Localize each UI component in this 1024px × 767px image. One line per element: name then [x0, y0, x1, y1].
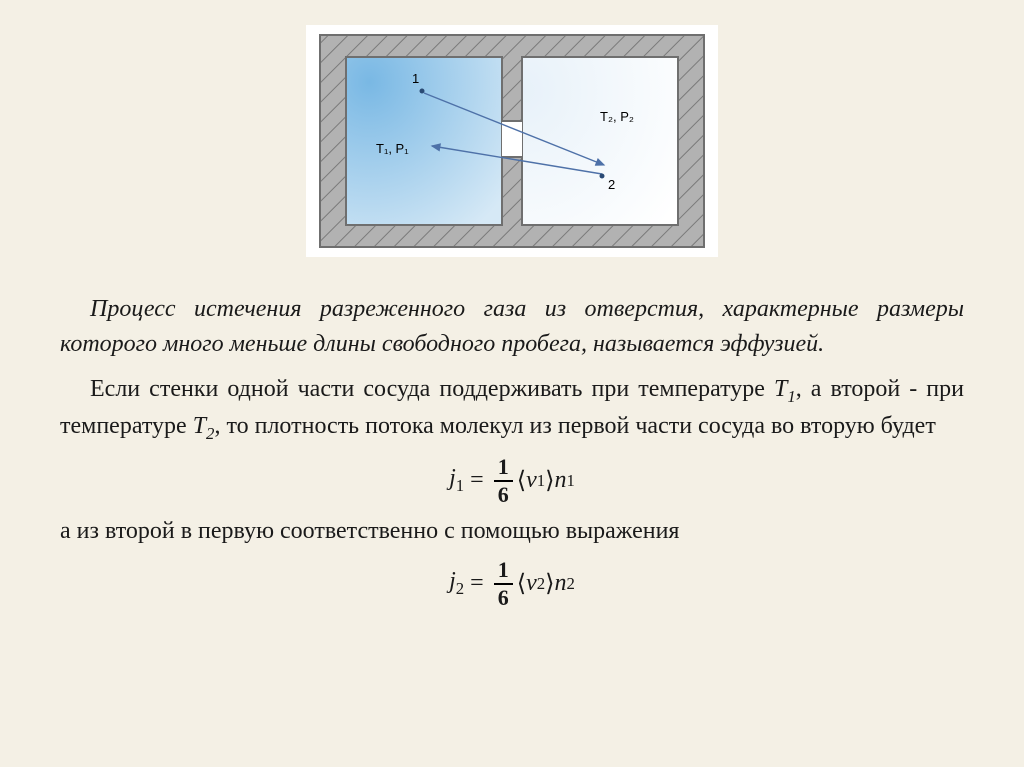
particle-2-label: 2	[608, 177, 615, 192]
particle-2	[600, 174, 605, 179]
reverse-paragraph: а из второй в первую соответственно с по…	[60, 514, 964, 549]
T1-symbol: T1	[774, 376, 796, 402]
left-chamber-label: T₁, P₁	[376, 141, 409, 156]
slide: 1 2 T₁, P₁ T₂, P₂ Процесс истечения разр…	[0, 0, 1024, 767]
right-chamber-label: T₂, P₂	[600, 109, 634, 124]
j1-lhs: j1	[449, 465, 464, 496]
formula-j1: j1 = 1 6 ⟨v1⟩n1	[60, 456, 964, 506]
particle-1	[420, 89, 425, 94]
j1-fraction: 1 6	[494, 456, 513, 506]
particle-1-label: 1	[412, 71, 419, 86]
p2-a: Если стенки одной части сосуда поддержив…	[90, 376, 774, 402]
aperture	[502, 121, 522, 157]
formula-j2: j2 = 1 6 ⟨v2⟩n2	[60, 559, 964, 609]
definition-paragraph: Процесс истечения разреженного газа из о…	[60, 292, 964, 362]
j2-fraction: 1 6	[494, 559, 513, 609]
setup-paragraph: Если стенки одной части сосуда поддержив…	[60, 372, 964, 446]
def-term: эффузией.	[720, 331, 824, 357]
T2-symbol: T2	[193, 413, 215, 439]
j2-lhs: j2	[449, 568, 464, 599]
figure-container: 1 2 T₁, P₁ T₂, P₂	[60, 25, 964, 262]
effusion-diagram: 1 2 T₁, P₁ T₂, P₂	[306, 25, 718, 257]
p3-text: а из второй в первую соответственно с по…	[60, 518, 679, 544]
def-text-a: Процесс истечения разреженного газа из о…	[60, 296, 964, 357]
left-chamber	[346, 57, 502, 225]
p2-c: , то плотность потока молекул из первой …	[214, 413, 935, 439]
